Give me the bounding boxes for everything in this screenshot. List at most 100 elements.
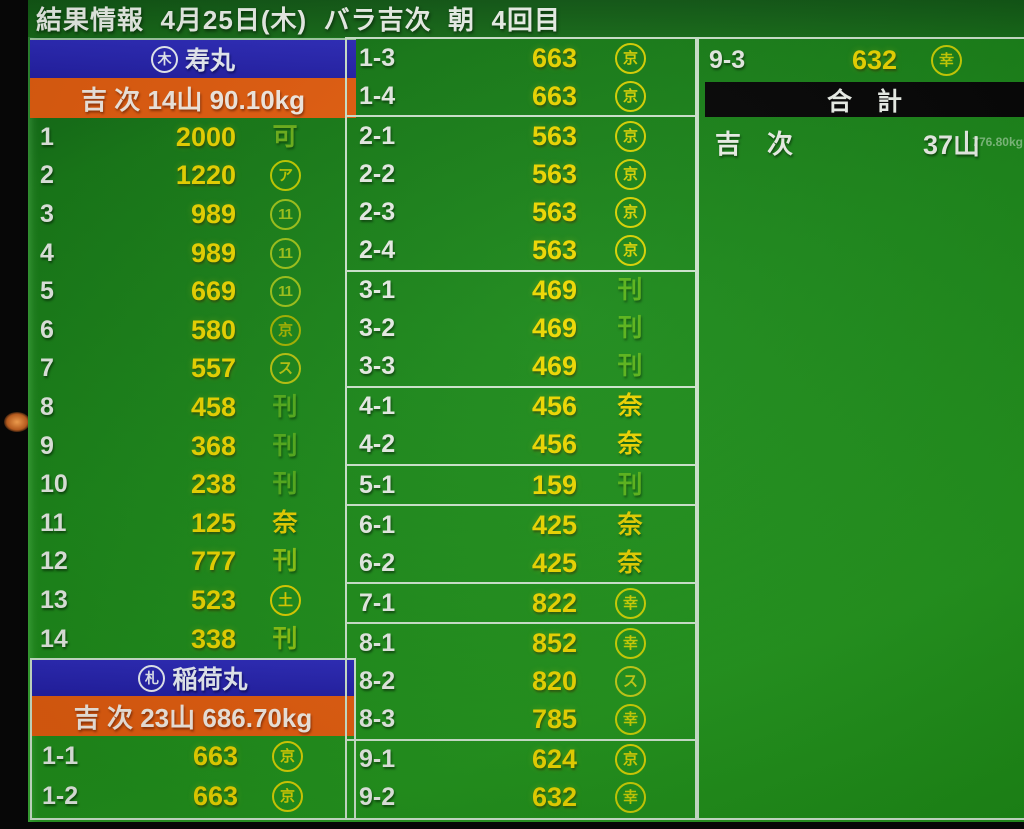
buyer-mark-cell: 京	[607, 120, 653, 152]
lot-group: 9-1 624 京 9-2 632 幸	[347, 741, 695, 817]
table-row: 2-1 563 京	[347, 117, 695, 155]
table-row: 10 238 刊	[30, 465, 356, 504]
price-value: 563	[531, 158, 577, 189]
price-value: 338	[190, 623, 236, 654]
buyer-mark-icon: 京	[614, 744, 646, 776]
table-row: 3-2 469 刊	[347, 310, 695, 348]
lot-number: 13	[40, 585, 68, 614]
buyer-mark-cell: 京	[607, 42, 653, 74]
buyer-mark-cell: 幸	[607, 782, 653, 814]
lot-number: 2-1	[359, 121, 396, 150]
table-row: 9 368 刊	[30, 427, 356, 466]
buyer-mark-cell: 京	[264, 780, 310, 812]
buyer-mark-icon: 幸	[614, 627, 646, 659]
price-value: 159	[531, 469, 577, 500]
lot-number: 3-3	[359, 352, 396, 381]
lot-number: 1-4	[359, 81, 396, 110]
buyer-mark-cell: 京	[607, 744, 653, 776]
table-row: 6-2 425 奈	[347, 544, 695, 582]
buyer-mark-cell: 幸	[607, 627, 653, 659]
lot-number: 14	[40, 624, 68, 653]
vessel2-panel: 札 稲荷丸 吉 次 23山 686.70kg 1-1 663 京 1-2 663 京	[30, 658, 356, 820]
lot-number: 8-3	[359, 705, 396, 734]
buyer-mark-icon: 幸	[614, 704, 646, 736]
display-screen: 結果情報 4月25日(木) バラ吉次 朝 4回目 木 寿丸 吉 次 14山 90…	[28, 0, 1024, 822]
vessel2-header: 札 稲荷丸	[32, 660, 354, 696]
lot-number: 4-2	[359, 430, 396, 459]
middle-lot-table: 1-3 663 京 1-4 663 京 2-1 563 京 2-2 563 京 2-3 563 京 2-4 56…	[345, 37, 697, 820]
buyer-mark-icon: 11	[269, 198, 301, 230]
buyer-mark-icon: 刊	[617, 352, 643, 381]
buyer-mark-cell: 刊	[607, 278, 653, 303]
lot-number: 12	[40, 547, 68, 576]
price-value: 456	[531, 429, 577, 460]
lot-number: 2-2	[359, 159, 396, 188]
buyer-mark-icon: 11	[269, 237, 301, 269]
buyer-mark-cell: 刊	[262, 549, 308, 574]
buyer-mark-icon: 幸	[614, 782, 646, 814]
table-row: 1 2000 可	[30, 118, 356, 157]
buyer-mark-icon: 京	[269, 314, 301, 346]
price-value: 469	[531, 275, 577, 306]
price-value: 663	[531, 42, 577, 73]
page-title: 結果情報 4月25日(木) バラ吉次 朝 4回目	[36, 5, 561, 35]
table-row: 6 580 京	[30, 311, 356, 350]
price-value: 456	[531, 391, 577, 422]
buyer-mark-icon: 京	[614, 158, 646, 190]
price-value: 469	[531, 351, 577, 382]
lot-number: 9	[40, 431, 54, 460]
price-value: 580	[190, 314, 236, 345]
lot-number: 2-4	[359, 236, 396, 265]
lot-number: 6-1	[359, 510, 396, 539]
lot-group: 2-1 563 京 2-2 563 京 2-3 563 京 2-4 563 京	[347, 117, 695, 272]
lot-number: 1-3	[359, 43, 396, 72]
buyer-mark-icon: 京	[271, 740, 303, 772]
buyer-mark-cell: 幸	[607, 587, 653, 619]
price-value: 125	[190, 507, 236, 538]
table-row: 9-2 632 幸	[347, 779, 695, 817]
lot-number: 4	[40, 238, 54, 267]
table-row: 1-2 663 京	[32, 776, 354, 816]
table-row: 11 125 奈	[30, 504, 356, 543]
buyer-mark-cell: 刊	[262, 394, 308, 420]
table-row: 12 777 刊	[30, 543, 356, 582]
price-value: 632	[531, 782, 577, 813]
price-value: 563	[531, 120, 577, 151]
table-row: 3 989 11	[30, 195, 356, 234]
buyer-mark-cell: 京	[264, 740, 310, 772]
table-row: 3-3 469 刊	[347, 348, 695, 386]
buyer-mark-icon: 11	[269, 276, 301, 308]
table-row: 4-2 456 奈	[347, 426, 695, 464]
buyer-mark-icon: 刊	[617, 276, 643, 305]
price-value: 563	[531, 196, 577, 227]
price-value: 822	[531, 587, 577, 618]
buyer-mark-cell: ス	[607, 666, 653, 698]
lot-group: 7-1 822 幸	[347, 584, 695, 625]
buyer-mark-icon: 京	[614, 80, 646, 112]
price-value: 989	[190, 198, 236, 229]
buyer-mark-icon: 京	[614, 196, 646, 228]
vessel2-name: 稲荷丸	[172, 666, 248, 694]
table-row: 4 989 11	[30, 234, 356, 273]
table-row: 3-1 469 刊	[347, 272, 695, 310]
buyer-mark-cell: 刊	[262, 433, 308, 459]
lot-number: 1	[40, 122, 54, 151]
total-panel: 9-3 632 幸 合 計 吉 次 37山 776.80kg	[697, 37, 1024, 820]
vessel1-header: 木 寿丸	[30, 40, 356, 78]
lot-number: 2-3	[359, 197, 396, 226]
buyer-mark-icon: 刊	[272, 547, 298, 576]
table-row: 5 669 11	[30, 272, 356, 311]
price-value: 557	[190, 353, 236, 384]
buyer-mark-icon: 刊	[272, 624, 298, 653]
lot-number: 7-1	[359, 588, 396, 617]
price-value: 238	[190, 469, 236, 500]
buyer-mark-icon: 刊	[272, 470, 298, 499]
buyer-mark-icon: 可	[272, 122, 298, 151]
buyer-mark-icon: 土	[269, 584, 301, 616]
price-value: 820	[531, 666, 577, 697]
lot-group: 5-1 159 刊	[347, 466, 695, 507]
buyer-mark-icon: 京	[614, 42, 646, 74]
vessel1-panel: 木 寿丸 吉 次 14山 90.10kg 1 2000 可 2 1220 ア 3 989 11 4…	[30, 38, 356, 658]
buyer-mark-cell: 奈	[607, 550, 653, 576]
